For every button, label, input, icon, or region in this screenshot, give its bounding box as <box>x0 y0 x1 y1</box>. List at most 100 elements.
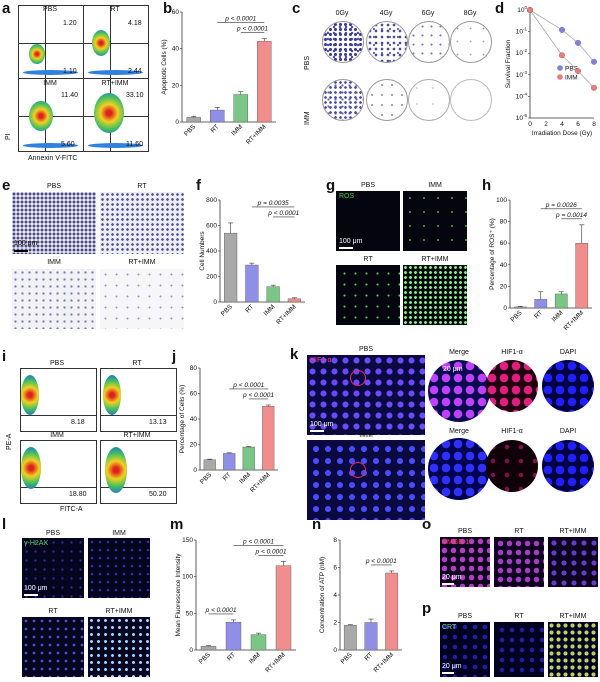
hmgb1-rt <box>494 537 544 587</box>
crt-title-pbs: PBS <box>457 613 473 620</box>
hif-imm-hif <box>486 440 538 492</box>
flow-i-xlabel: FITC-A <box>60 506 83 513</box>
x-tick-label: IMM <box>230 123 244 137</box>
x-tick-label: RT <box>226 651 237 662</box>
y-tick-label: 20 <box>172 82 180 89</box>
y-axis-label: Concentration of ATP (nM) <box>319 557 326 633</box>
ros-imm <box>403 191 467 251</box>
x-tick-label: PBS <box>183 123 198 138</box>
bar <box>287 298 301 303</box>
hif-pbs-overview <box>307 355 425 435</box>
plate-imm-8gy <box>450 79 492 121</box>
p-value-annotation: p = 0.0014 <box>555 212 587 219</box>
flow-i-title-imm: IMM <box>50 432 64 439</box>
y-tick-label: 40 <box>190 416 198 423</box>
transwell-rtimm <box>100 269 184 329</box>
ros-rt <box>336 265 400 325</box>
flow-ylabel-a: PI <box>5 133 12 140</box>
p-value-annotation: p < 0.0001 <box>267 210 299 217</box>
panel-label-j: j <box>172 348 177 365</box>
hif-pbs-dapi <box>542 360 594 412</box>
hif-col-merge-1: Merge <box>449 349 469 356</box>
chart-n: 0 2 4 6 8 Concentration of ATP (nM) PBS RTRT+IM… <box>319 537 402 674</box>
y-tick-label: 100 <box>517 5 527 14</box>
flow-plot-rtimm: 33.10 11.60 <box>83 78 149 152</box>
x-tick-label: RT <box>222 471 233 482</box>
x-tick-label: RT+IMM <box>275 303 298 326</box>
y-tick-label: 60 <box>190 391 198 398</box>
dose-label-2: 6Gy <box>421 10 435 17</box>
x-tick-label: RT <box>210 123 221 134</box>
bar <box>257 41 272 123</box>
flow-i-pbs-value: 8.18 <box>71 419 85 426</box>
chart-m: 0 50 100 150 Mean Fluorescence Intensity PBS R… <box>175 537 296 674</box>
p-value-annotation: p < 0.0001 <box>242 392 274 399</box>
bar <box>186 117 201 123</box>
plate-pbs-0gy <box>322 21 364 63</box>
hif-col-dapi-2: DAPI <box>559 428 577 435</box>
plate-imm-6gy <box>408 79 450 121</box>
y-tick-label: 600 <box>206 223 217 230</box>
quad-lr-imm: 5.60 <box>61 141 75 148</box>
x-tick-label: RT <box>533 309 544 320</box>
y-tick-label: 2 <box>333 620 337 627</box>
hif-col-hif-2: HIF1-α <box>501 428 523 435</box>
panel-label-i: i <box>2 348 7 365</box>
flow-title-rtimm: RT+IMM <box>101 80 129 87</box>
data-point <box>527 7 533 13</box>
y-tick-label: 100 <box>182 574 193 581</box>
transwell-scalebar-label: 100 μm <box>14 240 38 247</box>
bar <box>242 446 255 471</box>
ros-title-imm: IMM <box>428 182 442 189</box>
legend-label: IMM <box>565 75 578 82</box>
x-tick-label: PBS <box>220 303 235 318</box>
bar <box>343 625 357 651</box>
ros-title-rt: RT <box>363 256 373 263</box>
hmgb1-title-rt: RT <box>514 528 524 535</box>
y-tick-label: 40 <box>172 46 180 53</box>
hif-stain-label: HIF1-α <box>310 357 332 364</box>
ros-pbs <box>336 191 400 251</box>
hif-imm-overview <box>307 440 425 520</box>
ros-stain-label: ROS <box>339 193 355 200</box>
hmgb1-pbs <box>440 537 490 587</box>
y-axis-label: Survival Fraction <box>505 39 512 88</box>
p-value-annotation: p < 0.0001 <box>242 538 274 545</box>
panel-c-colony-plates: 0Gy 4Gy 6Gy 8Gy PBS IMM <box>300 5 492 140</box>
y-tick-label: 80 <box>190 365 198 372</box>
quad-ur-pbs: 1.20 <box>63 20 77 27</box>
hif-row-pbs: PBS <box>358 346 374 353</box>
y-tick-label: 40 <box>500 262 508 269</box>
y-axis-label: Apoptotic Cells (%) <box>161 39 168 94</box>
x-tick-label: PBS <box>510 309 525 324</box>
crt-scalebar-label: 20 μm <box>442 663 462 670</box>
y-tick-label: 10-4 <box>516 91 528 100</box>
flow-plot-imm: 11.40 5.60 <box>18 78 84 152</box>
p-value-annotation: p < 0.0001 <box>255 548 287 555</box>
flow-plot-pbs: 1.20 1.10 <box>18 5 84 79</box>
crt-rtimm <box>548 622 598 677</box>
quad-lr-rtimm: 11.60 <box>126 141 143 148</box>
flow-i-title-rt: RT <box>132 360 142 367</box>
y-tick-label: 20 <box>190 442 198 449</box>
transwell-pbs <box>12 192 96 254</box>
series-line <box>529 9 595 63</box>
x-tick-label: RT <box>244 303 255 314</box>
flow-i-imm-value: 18.80 <box>69 491 87 498</box>
p-value-annotation: p < 0.0001 <box>224 16 256 23</box>
y-tick-label: 10-1 <box>516 27 528 36</box>
flow-xlabel-a: Annexin V-FITC <box>28 155 78 162</box>
crt-stain-label: CRT <box>442 624 457 631</box>
x-tick-label: PBS <box>198 651 213 666</box>
data-point <box>559 52 565 59</box>
row-label-pbs: PBS <box>304 55 311 70</box>
panel-label-d: d <box>495 0 505 17</box>
hmgb1-stain-label: HMGB-1 <box>442 539 470 546</box>
crt-title-rt: RT <box>514 613 524 620</box>
quad-ur-rtimm: 33.10 <box>126 92 144 99</box>
y-axis-label: Mean Fluorescence Intensity <box>175 553 182 637</box>
y-axis-label: Percentage of ROS⁺ (%) <box>489 218 496 290</box>
legend-marker <box>557 74 563 80</box>
h2ax-stain-label: γ-H2AX <box>24 540 49 547</box>
row-label-imm: IMM <box>304 111 311 125</box>
